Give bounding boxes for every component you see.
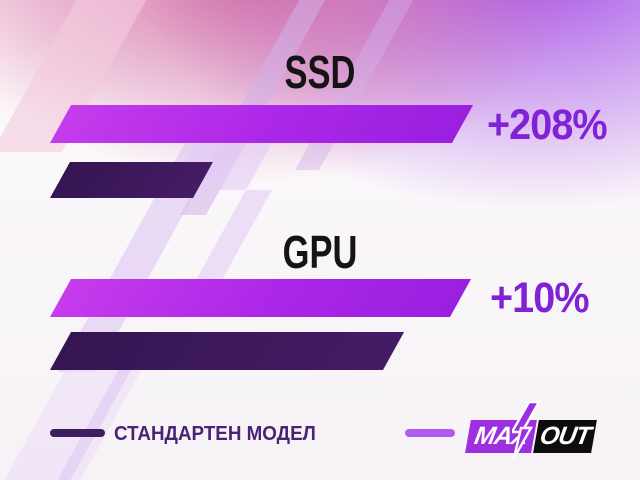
gain-label-gpu: +10% (490, 274, 590, 322)
bar-gpu-maxout (50, 279, 472, 317)
legend-swatch-maxout (405, 429, 455, 437)
legend-label-standard: СТАНДАРТЕН МОДЕЛ (114, 423, 316, 445)
bar-gpu-standard (50, 332, 405, 370)
maxout-logo-out-text: OUT (537, 422, 593, 450)
lightning-bolt-icon (512, 401, 541, 459)
category-label-ssd: SSD (284, 46, 356, 98)
category-label-gpu: GPU (282, 226, 358, 278)
gain-label-ssd: +208% (487, 101, 608, 149)
bar-ssd-maxout (50, 105, 474, 143)
bar-ssd-standard (50, 162, 213, 198)
legend-swatch-standard (50, 429, 105, 437)
